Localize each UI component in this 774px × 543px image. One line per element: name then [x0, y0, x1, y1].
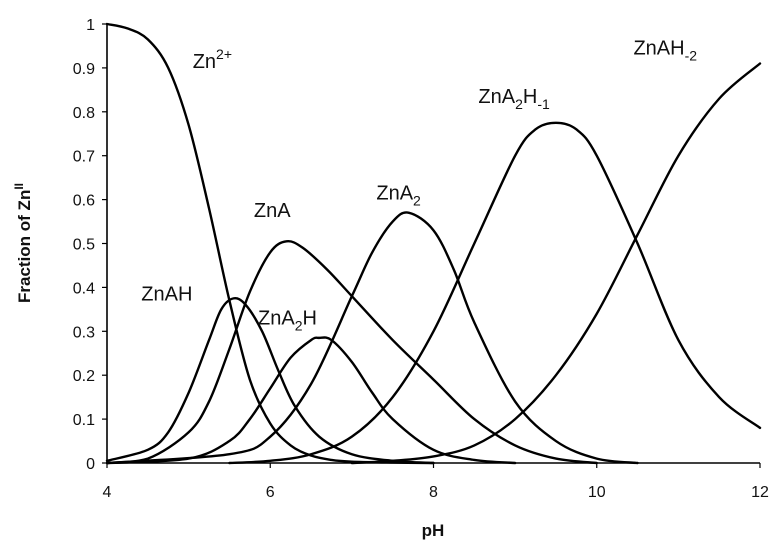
series-line-zna2h — [105, 336, 517, 465]
y-tick-label: 0.6 — [73, 193, 95, 210]
series-label-part: 2 — [413, 193, 421, 209]
series-label-zna2h-1: ZnA2H-1 — [478, 86, 550, 112]
series-line-zna2 — [105, 211, 639, 465]
y-tick-label: 0.9 — [73, 61, 95, 78]
y-tick-label: 0.7 — [73, 149, 95, 166]
series-label-part: Zn — [193, 51, 216, 73]
curves-layer — [105, 22, 762, 465]
series-line-zn2 — [105, 22, 435, 465]
y-tick-label: 0.3 — [73, 324, 95, 341]
series-label-part: 2 — [515, 96, 523, 112]
y-tick-label: 0.1 — [73, 412, 95, 429]
y-tick-label: 0 — [86, 456, 95, 473]
series-label-part: ZnA — [258, 308, 295, 330]
series-label-part: ZnA — [376, 183, 413, 205]
series-line-zna — [105, 239, 598, 465]
ticks-layer: 0 0.1 0.2 0.3 0.4 0.5 0.6 0.7 0.8 0.9 1 4 6 8 10 12 — [73, 17, 769, 501]
x-axis-title: pH — [422, 521, 445, 540]
series-label-zna: ZnA — [254, 200, 291, 222]
series-label-part: -2 — [685, 48, 698, 64]
series-label-znah-2: ZnAH-2 — [633, 38, 697, 64]
series-label-znah: ZnAH — [141, 284, 192, 306]
series-label-part: ZnAH — [633, 38, 684, 60]
y-tick-label: 0.2 — [73, 368, 95, 385]
series-label-part: ZnA — [478, 86, 515, 108]
series-label-zna2: ZnA2 — [376, 183, 421, 209]
series-line-zna2h-1 — [228, 121, 762, 465]
y-tick-label: 0.5 — [73, 237, 95, 254]
series-label-part: H — [302, 308, 316, 330]
x-tick-label: 4 — [103, 484, 112, 501]
series-label-part: H — [523, 86, 537, 108]
x-tick-label: 10 — [588, 484, 606, 501]
x-tick-label: 8 — [429, 484, 438, 501]
x-tick-label: 6 — [266, 484, 275, 501]
y-tick-label: 1 — [86, 17, 95, 34]
x-tick-label: 12 — [751, 484, 769, 501]
series-label-zn2: Zn2+ — [193, 46, 232, 73]
series-label-part: -1 — [537, 96, 550, 112]
axes-layer — [106, 24, 760, 464]
y-axis-title-sup: II — [12, 183, 26, 190]
y-axis-title-main: Fraction of Zn — [15, 190, 34, 303]
series-label-part: ZnA — [254, 200, 291, 222]
series-label-part: 2+ — [216, 46, 232, 62]
series-label-zna2h: ZnA2H — [258, 308, 317, 334]
series-label-part: ZnAH — [141, 284, 192, 306]
y-tick-label: 0.4 — [73, 280, 95, 297]
y-tick-label: 0.8 — [73, 105, 95, 122]
y-axis-title: Fraction of ZnII — [12, 183, 34, 303]
series-line-znah-2 — [350, 62, 762, 465]
series-label-part: 2 — [295, 318, 303, 334]
